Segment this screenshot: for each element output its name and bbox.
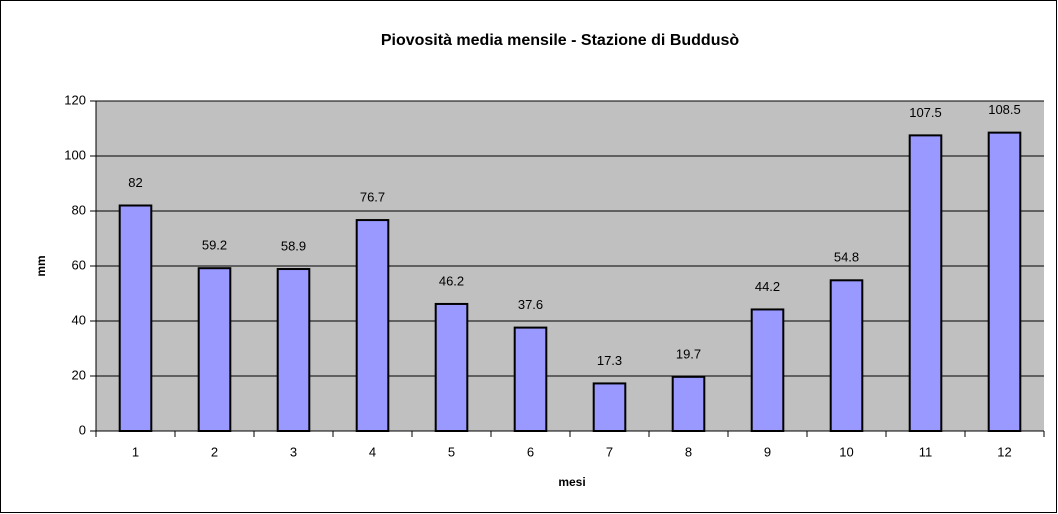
data-label: 54.8 [834, 250, 859, 265]
y-tick-label: 40 [72, 312, 86, 327]
bar [908, 134, 943, 432]
x-tick-label: 7 [606, 444, 613, 459]
y-axis-title: mm [34, 255, 48, 276]
data-label: 76.7 [360, 190, 385, 205]
y-tick-label: 100 [64, 147, 86, 162]
bar [118, 204, 153, 432]
x-tick-label: 11 [919, 444, 933, 459]
data-label: 46.2 [439, 273, 464, 288]
x-tick-label: 3 [290, 444, 297, 459]
bar [513, 326, 548, 433]
bar [197, 267, 232, 433]
bar [987, 131, 1022, 432]
data-label: 107.5 [909, 105, 942, 120]
x-tick-label: 12 [997, 444, 1011, 459]
bar [829, 279, 864, 432]
x-tick-label: 6 [527, 444, 534, 459]
y-tick-label: 20 [72, 367, 86, 382]
x-tick-label: 9 [764, 444, 771, 459]
bar [592, 382, 627, 432]
x-tick-label: 2 [211, 444, 218, 459]
x-tick-label: 8 [685, 444, 692, 459]
data-label: 17.3 [597, 353, 622, 368]
chart-title: Piovosità media mensile - Stazione di Bu… [381, 32, 740, 49]
bar [671, 375, 706, 433]
data-label: 82 [128, 175, 142, 190]
bar [434, 302, 469, 433]
y-tick-label: 60 [72, 257, 86, 272]
x-tick-label: 4 [369, 444, 376, 459]
x-tick-label: 1 [132, 444, 139, 459]
x-tick-label: 10 [839, 444, 853, 459]
data-label: 19.7 [676, 346, 701, 361]
y-tick-label: 80 [72, 202, 86, 217]
y-tick-label: 0 [79, 422, 86, 437]
data-label: 58.9 [281, 238, 306, 253]
data-label: 37.6 [518, 297, 543, 312]
data-label: 59.2 [202, 238, 227, 253]
bar [276, 268, 311, 432]
bar [355, 219, 390, 432]
y-tick-label: 120 [64, 92, 86, 107]
bar [750, 308, 785, 433]
data-label: 44.2 [755, 279, 780, 294]
x-axis-title: mesi [558, 475, 585, 489]
data-label: 108.5 [988, 102, 1021, 117]
x-tick-label: 5 [448, 444, 455, 459]
